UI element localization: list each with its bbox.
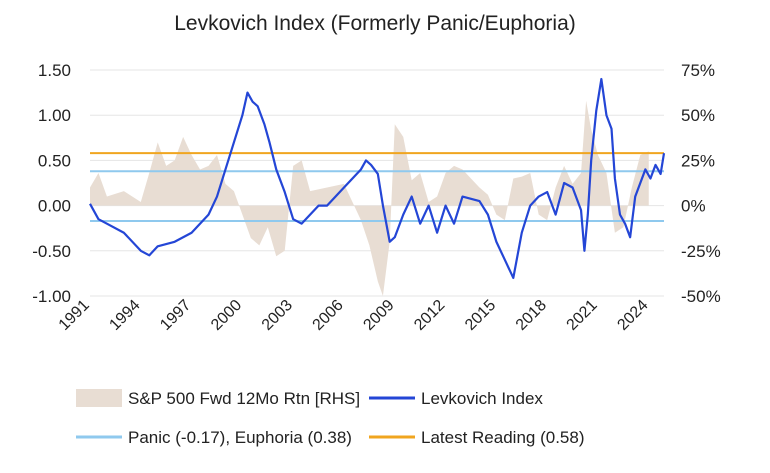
y-right-tick-label: -50% [681, 287, 721, 306]
x-tick-label: 2009 [360, 297, 397, 334]
y-left-tick-label: 0.50 [38, 151, 71, 170]
levkovich-index-line [89, 77, 666, 280]
levkovich-line-layer [89, 77, 666, 280]
y-left-tick-label: 1.50 [38, 61, 71, 80]
x-tick-label: 2021 [564, 297, 601, 334]
legend-swatch-spx [76, 389, 122, 407]
y-left-tick-label: -1.00 [32, 287, 71, 306]
y-right-tick-label: 25% [681, 151, 715, 170]
y-axis-left: 1.50 1.00 0.50 0.00 -0.50 -1.00 [32, 61, 71, 306]
legend-label-panic-euphoria: Panic (-0.17), Euphoria (0.38) [128, 428, 352, 447]
y-right-tick-label: -25% [681, 242, 721, 261]
y-left-tick-label: 0.00 [38, 197, 71, 216]
x-tick-label: 2012 [411, 297, 448, 334]
x-tick-label: 2006 [310, 297, 347, 334]
spx-area-layer [90, 100, 649, 297]
x-tick-label: 1994 [106, 297, 143, 334]
x-tick-label: 2015 [462, 297, 499, 334]
x-axis: 1991 1994 1997 2000 2003 2006 2009 2012 2015 2018… [56, 297, 652, 334]
spx-fwd-return-area [90, 100, 649, 297]
x-tick-label: 2000 [208, 297, 245, 334]
legend: S&P 500 Fwd 12Mo Rtn [RHS] Levkovich Ind… [76, 389, 585, 447]
x-tick-label: 1997 [157, 297, 194, 334]
y-right-tick-label: 50% [681, 106, 715, 125]
x-tick-label: 2018 [513, 297, 550, 334]
legend-label-levkovich: Levkovich Index [421, 389, 543, 408]
legend-label-spx: S&P 500 Fwd 12Mo Rtn [RHS] [128, 389, 360, 408]
x-tick-label: 2003 [259, 297, 296, 334]
legend-label-latest: Latest Reading (0.58) [421, 428, 585, 447]
y-right-tick-label: 0% [681, 197, 706, 216]
chart-title: Levkovich Index (Formerly Panic/Euphoria… [174, 12, 576, 35]
y-left-tick-label: 1.00 [38, 106, 71, 125]
x-tick-label: 2024 [614, 297, 651, 334]
y-axis-right: 75% 50% 25% 0% -25% -50% [681, 61, 721, 306]
y-left-tick-label: -0.50 [32, 242, 71, 261]
y-right-tick-label: 75% [681, 61, 715, 80]
